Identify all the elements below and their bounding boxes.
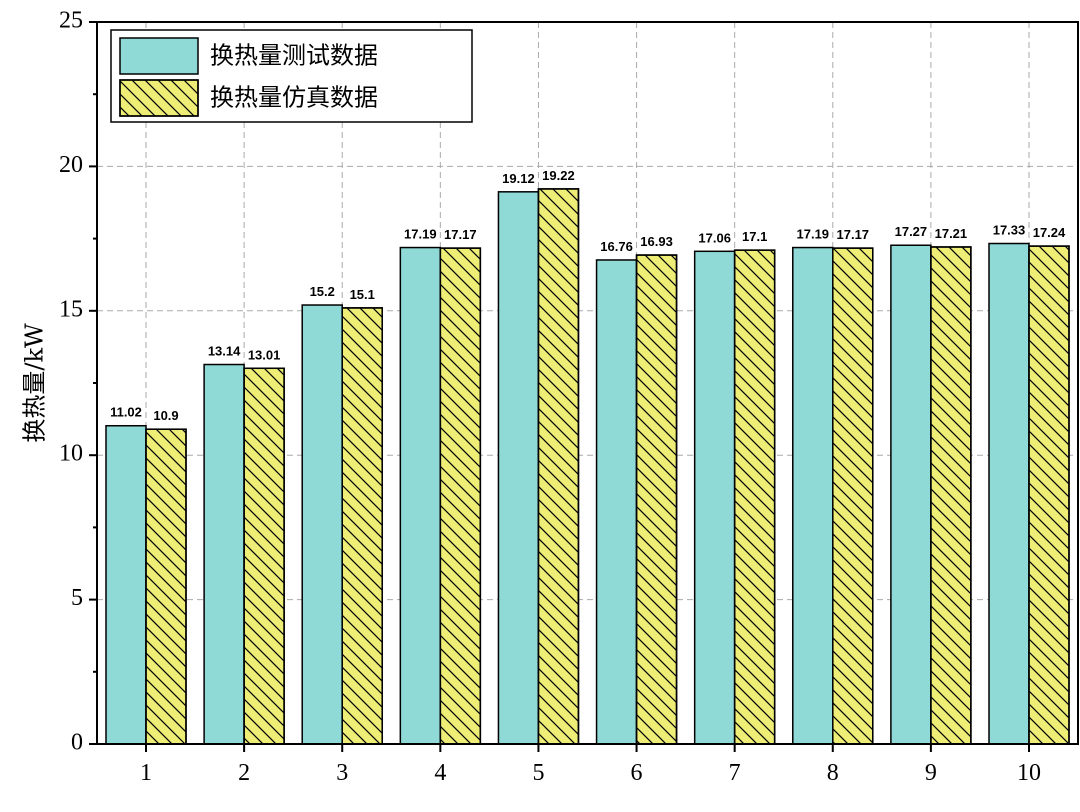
value-label: 17.17 (837, 227, 870, 242)
value-label: 13.01 (248, 347, 281, 362)
y-tick-label: 10 (59, 441, 83, 467)
y-tick-label: 5 (71, 585, 83, 611)
bar (497, 191, 540, 745)
bar (595, 259, 638, 745)
bar (792, 246, 834, 745)
value-label: 13.14 (208, 344, 241, 359)
bar (988, 242, 1030, 745)
x-tick-label: 2 (238, 760, 250, 786)
x-tick-label: 6 (631, 760, 643, 786)
value-label: 16.93 (640, 234, 673, 249)
bar (890, 244, 932, 745)
bar-hatch (145, 428, 187, 745)
x-tick-label: 10 (1017, 760, 1041, 786)
bar-hatch (341, 307, 383, 745)
legend-label: 换热量仿真数据 (210, 84, 378, 112)
x-tick-label: 5 (532, 760, 544, 786)
y-axis-label: 换热量/kW (21, 323, 49, 443)
x-tick-label: 1 (140, 760, 152, 786)
bar-hatch (1028, 245, 1070, 745)
value-label: 10.9 (153, 408, 178, 423)
value-label: 17.24 (1033, 225, 1066, 240)
value-label: 17.19 (404, 227, 437, 242)
value-label: 15.2 (310, 284, 335, 299)
y-tick-label: 20 (59, 152, 83, 178)
bar (301, 304, 343, 745)
x-tick-label: 3 (336, 760, 348, 786)
legend-label: 换热量测试数据 (210, 42, 378, 70)
value-label: 19.12 (502, 171, 535, 186)
axes: 0 5 10 15 20 25 1 2 3 4 5 6 7 8 9 10 (59, 8, 1041, 787)
bar (105, 424, 147, 745)
y-tick-label: 25 (59, 8, 83, 34)
x-tick-label: 4 (434, 760, 446, 786)
bar (203, 363, 245, 745)
value-label: 17.1 (742, 229, 767, 244)
bar-hatch (832, 247, 874, 745)
value-label: 17.21 (935, 226, 968, 241)
y-tick-label: 0 (71, 730, 83, 756)
legend-swatch (119, 37, 199, 75)
bar-hatch (537, 188, 580, 745)
x-tick-label: 7 (729, 760, 741, 786)
value-label: 17.06 (698, 230, 731, 245)
bars: 11.02 10.9 13.14 13.01 15.2 15.1 17.19 17.17 19.… (105, 168, 1070, 745)
bar-hatch (439, 247, 482, 745)
y-tick-label: 15 (59, 296, 83, 322)
value-label: 11.02 (110, 405, 142, 420)
bar (693, 250, 736, 745)
x-tick-label: 9 (925, 760, 937, 786)
bar-hatch (733, 249, 776, 745)
bar-hatch (243, 367, 285, 745)
bar (399, 246, 442, 745)
value-label: 15.1 (350, 287, 375, 302)
value-label: 19.22 (542, 168, 575, 183)
value-label: 16.76 (600, 239, 633, 254)
x-tick-label: 8 (827, 760, 839, 786)
value-label: 17.33 (993, 223, 1026, 238)
value-label: 17.27 (895, 224, 928, 239)
value-label: 17.17 (444, 227, 477, 242)
value-label: 17.19 (797, 227, 830, 242)
bar-hatch (635, 254, 678, 745)
legend-swatch-hatch (119, 79, 199, 117)
bar-hatch (930, 246, 972, 745)
